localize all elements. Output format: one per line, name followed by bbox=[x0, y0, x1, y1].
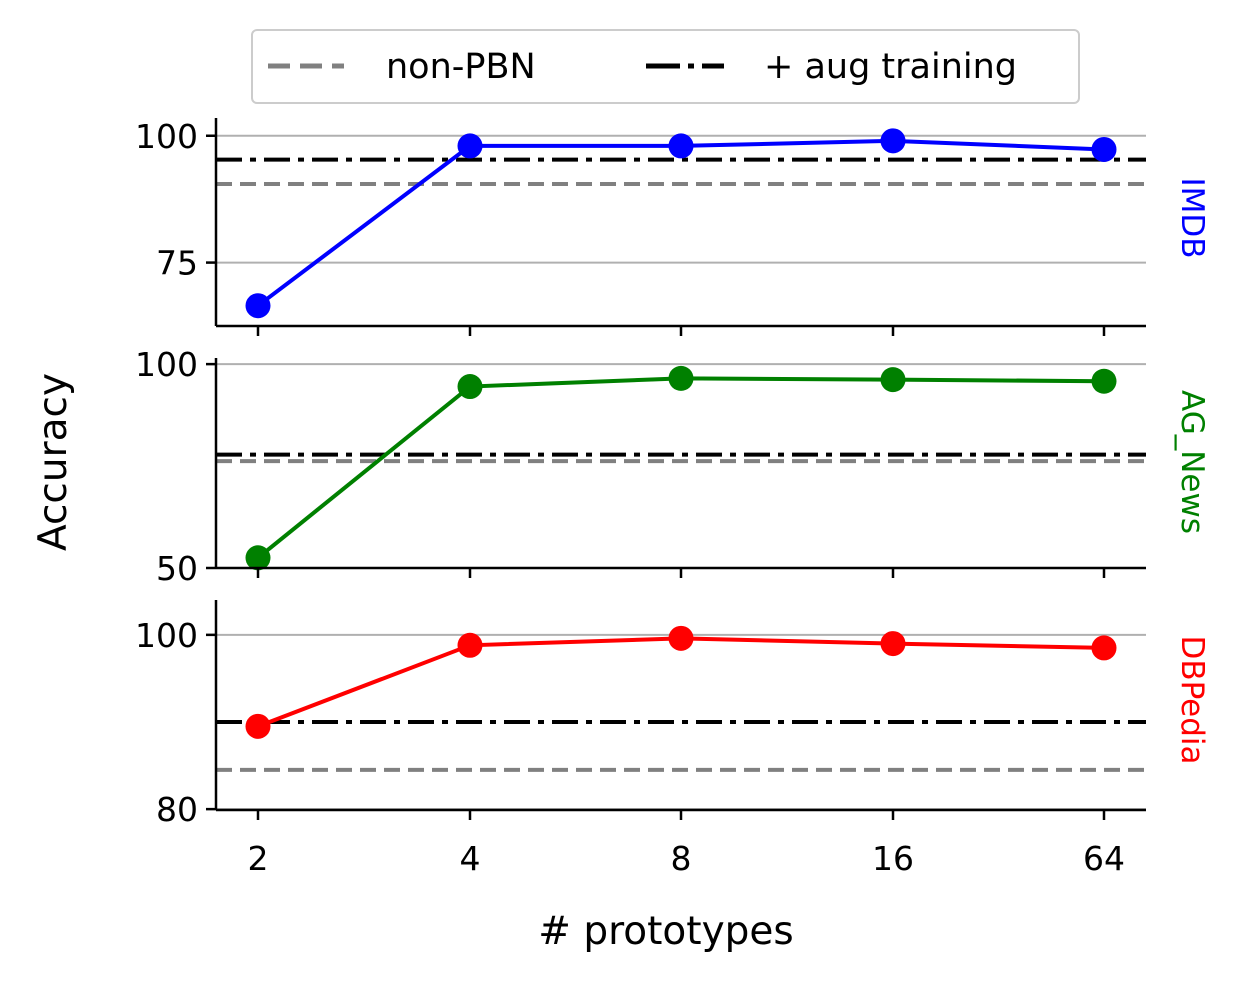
panel-imdb: 75 100 IMDB bbox=[135, 117, 1210, 336]
point-dbpedia-8 bbox=[668, 625, 694, 651]
panels: 75 100 IMDB 50 100 AG_News 80 100 DBPedia bbox=[135, 117, 1210, 829]
x-tick-labels: 2 4 8 16 64 bbox=[248, 839, 1126, 878]
panel-ag-news: 50 100 AG_News bbox=[135, 345, 1210, 588]
point-imdb-4 bbox=[457, 133, 483, 159]
panel-label-dbpedia: DBPedia bbox=[1174, 635, 1210, 764]
y-tick-label-dbpedia-80: 80 bbox=[156, 790, 198, 829]
point-ag-news-16 bbox=[880, 367, 906, 393]
x-tick-label-16: 16 bbox=[872, 839, 914, 878]
point-ag-news-64 bbox=[1091, 368, 1117, 394]
point-dbpedia-64 bbox=[1091, 635, 1117, 661]
x-axis-label: # prototypes bbox=[538, 909, 793, 954]
y-tick-label-imdb-75: 75 bbox=[156, 244, 198, 283]
y-axis-label: Accuracy bbox=[31, 373, 76, 551]
point-ag-news-8 bbox=[668, 365, 694, 391]
x-tick-label-2: 2 bbox=[248, 839, 269, 878]
point-ag-news-4 bbox=[457, 374, 483, 400]
point-imdb-16 bbox=[880, 128, 906, 154]
panel-label-ag-news: AG_News bbox=[1174, 390, 1210, 534]
y-tick-label-imdb-100: 100 bbox=[135, 117, 198, 156]
y-tick-label-dbpedia-100: 100 bbox=[135, 616, 198, 655]
panel-dbpedia: 80 100 DBPedia bbox=[135, 600, 1210, 829]
point-imdb-8 bbox=[668, 133, 694, 159]
point-imdb-2 bbox=[245, 293, 271, 319]
legend-aug-training-label: + aug training bbox=[764, 47, 1017, 87]
point-ag-news-2 bbox=[245, 545, 271, 571]
point-dbpedia-4 bbox=[457, 632, 483, 658]
point-dbpedia-2 bbox=[245, 713, 271, 739]
panel-label-imdb: IMDB bbox=[1174, 177, 1210, 258]
legend-non-pbn-label: non-PBN bbox=[386, 47, 536, 87]
x-tick-label-8: 8 bbox=[671, 839, 692, 878]
point-dbpedia-16 bbox=[880, 631, 906, 657]
point-imdb-64 bbox=[1091, 136, 1117, 162]
y-tick-label-ag-news-100: 100 bbox=[135, 345, 198, 384]
y-tick-label-ag-news-50: 50 bbox=[156, 549, 198, 588]
x-tick-label-64: 64 bbox=[1083, 839, 1125, 878]
legend: non-PBN + aug training bbox=[251, 29, 1080, 104]
x-tick-label-4: 4 bbox=[460, 839, 481, 878]
